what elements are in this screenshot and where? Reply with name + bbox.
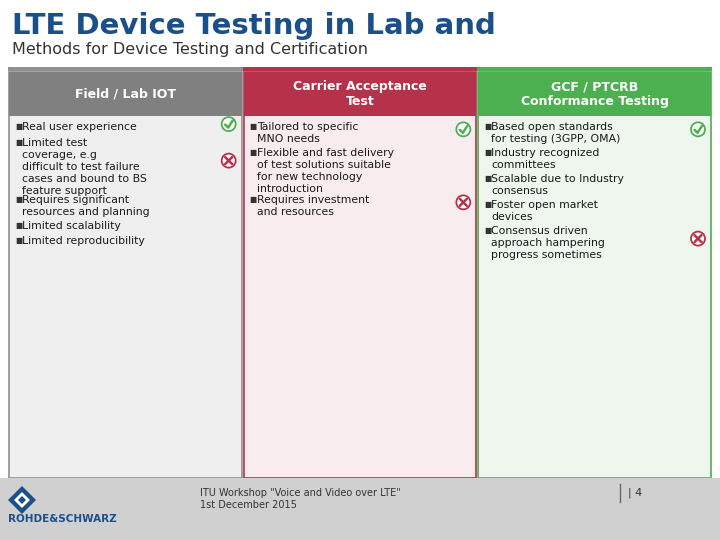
Circle shape — [691, 232, 705, 246]
Text: ■: ■ — [15, 221, 22, 230]
FancyBboxPatch shape — [478, 72, 711, 478]
Text: ■: ■ — [15, 122, 22, 131]
Text: Requires significant
resources and planning: Requires significant resources and plann… — [22, 195, 150, 217]
Circle shape — [691, 123, 705, 137]
Text: ■: ■ — [485, 174, 492, 183]
Text: | 4: | 4 — [628, 488, 642, 498]
Text: Tailored to specific
MNO needs: Tailored to specific MNO needs — [256, 122, 358, 144]
Text: Foster open market
devices: Foster open market devices — [491, 200, 598, 222]
Text: Limited test
coverage, e.g
difficult to test failure
cases and bound to BS
featu: Limited test coverage, e.g difficult to … — [22, 138, 147, 195]
Text: ■: ■ — [485, 148, 492, 157]
Circle shape — [222, 117, 235, 131]
Bar — [477, 67, 712, 71]
Text: ■: ■ — [250, 122, 257, 131]
Polygon shape — [18, 496, 26, 504]
Bar — [0, 478, 720, 540]
Text: ■: ■ — [485, 122, 492, 131]
Text: Limited scalability: Limited scalability — [22, 221, 121, 231]
Text: ■: ■ — [15, 237, 22, 246]
Bar — [8, 67, 243, 71]
Text: 1st December 2015: 1st December 2015 — [200, 500, 297, 510]
Bar — [243, 72, 477, 116]
Text: ITU Workshop "Voice and Video over LTE": ITU Workshop "Voice and Video over LTE" — [200, 488, 401, 498]
Text: Consensus driven
approach hampering
progress sometimes: Consensus driven approach hampering prog… — [491, 226, 606, 260]
Text: ROHDE&SCHWARZ: ROHDE&SCHWARZ — [8, 514, 117, 524]
Text: Industry recognized
committees: Industry recognized committees — [491, 148, 600, 170]
Text: ■: ■ — [250, 148, 257, 157]
Text: ■: ■ — [485, 200, 492, 209]
FancyBboxPatch shape — [9, 72, 242, 478]
Bar — [9, 72, 242, 116]
Text: ■: ■ — [485, 226, 492, 235]
Polygon shape — [14, 492, 30, 508]
Text: ■: ■ — [250, 195, 257, 204]
Text: Requires investment
and resources: Requires investment and resources — [256, 195, 369, 217]
Text: ■: ■ — [15, 195, 22, 204]
Text: Real user experience: Real user experience — [22, 122, 137, 132]
FancyBboxPatch shape — [243, 72, 477, 478]
Text: Methods for Device Testing and Certification: Methods for Device Testing and Certifica… — [12, 42, 368, 57]
Text: GCF / PTCRB
Conformance Testing: GCF / PTCRB Conformance Testing — [521, 80, 669, 108]
Polygon shape — [8, 486, 36, 514]
Circle shape — [222, 153, 235, 167]
Text: Carrier Acceptance
Test: Carrier Acceptance Test — [293, 80, 427, 108]
Bar — [243, 67, 477, 71]
Text: Scalable due to Industry
consensus: Scalable due to Industry consensus — [491, 174, 624, 196]
Text: Field / Lab IOT: Field / Lab IOT — [75, 87, 176, 100]
Text: LTE Device Testing in Lab and: LTE Device Testing in Lab and — [12, 12, 496, 40]
Bar — [478, 72, 711, 116]
Text: Based open standards
for testing (3GPP, OMA): Based open standards for testing (3GPP, … — [491, 122, 621, 144]
Text: Limited reproducibility: Limited reproducibility — [22, 237, 145, 246]
Text: Flexible and fast delivery
of test solutions suitable
for new technology
introdu: Flexible and fast delivery of test solut… — [256, 148, 394, 194]
Text: ■: ■ — [15, 138, 22, 146]
Circle shape — [456, 123, 470, 137]
Circle shape — [456, 195, 470, 210]
